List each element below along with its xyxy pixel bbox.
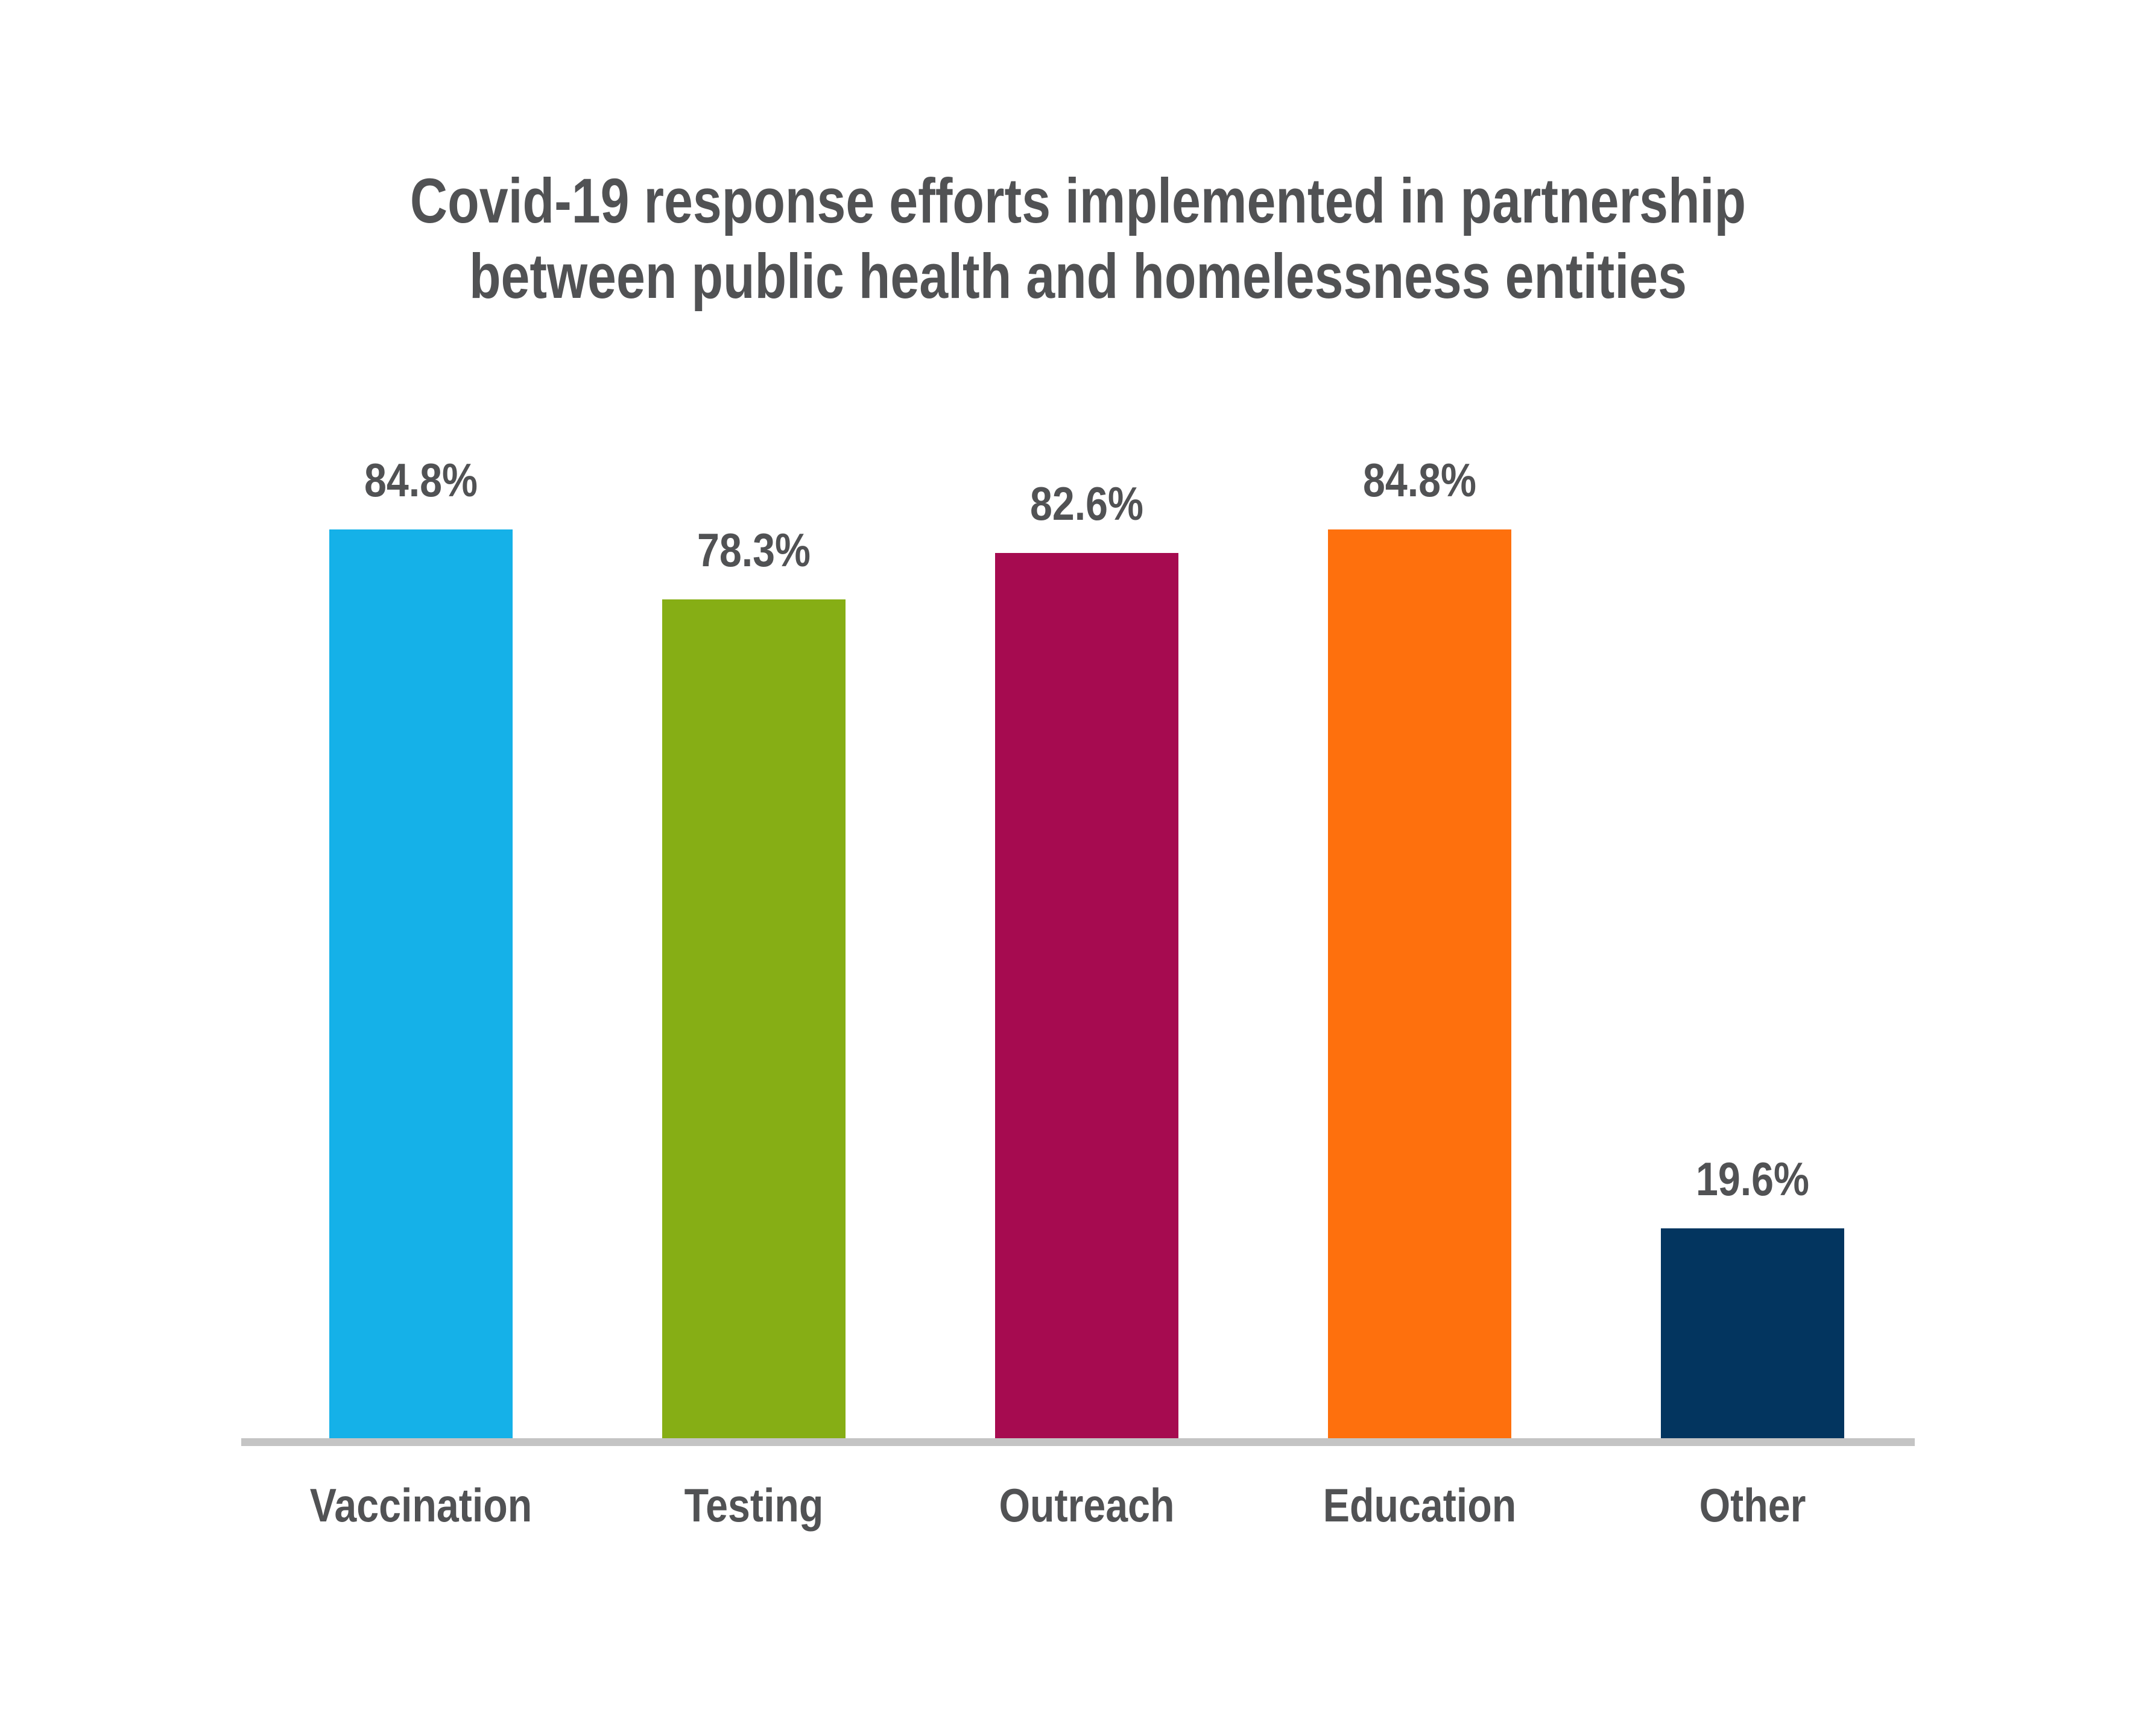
category-label-testing: Testing: [684, 1479, 824, 1532]
chart-title: Covid-19 response efforts implemented in…: [194, 164, 1962, 315]
category-label-education: Education: [1323, 1479, 1517, 1532]
category-label-outreach: Outreach: [999, 1479, 1175, 1532]
chart-title-line2: between public health and homelessness e…: [469, 241, 1687, 312]
value-label-education: 84.8%: [1363, 453, 1476, 507]
bar-outreach: 82.6% Outreach: [995, 477, 1178, 1532]
value-label-vaccination: 84.8%: [364, 453, 478, 507]
plot-area: 84.8% Vaccination 78.3% Testing 82.6% Outreac…: [241, 367, 1915, 1532]
bar-education: 84.8% Education: [1323, 453, 1516, 1532]
value-label-other: 19.6%: [1696, 1152, 1809, 1205]
value-label-outreach: 82.6%: [1030, 477, 1143, 530]
x-axis-line: [241, 1438, 1915, 1446]
bar-testing: 78.3% Testing: [662, 523, 846, 1532]
category-label-vaccination: Vaccination: [309, 1479, 533, 1532]
bar-vaccination: 84.8% Vaccination: [310, 453, 532, 1532]
value-label-testing: 78.3%: [697, 523, 811, 576]
category-label-other: Other: [1699, 1479, 1806, 1532]
bar-other: 19.6% Other: [1661, 1152, 1844, 1532]
chart-title-line1: Covid-19 response efforts implemented in…: [409, 166, 1747, 236]
